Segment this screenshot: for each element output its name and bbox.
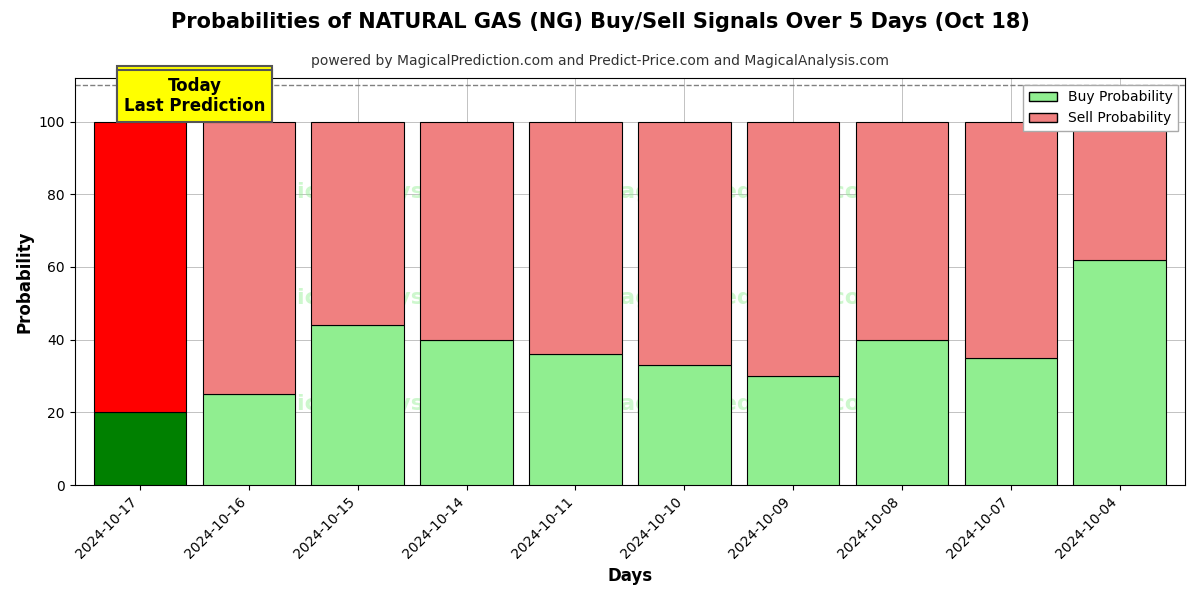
Bar <box>529 354 622 485</box>
Legend: Buy Probability, Sell Probability: Buy Probability, Sell Probability <box>1024 85 1178 131</box>
Bar <box>746 376 839 485</box>
Text: MagicalPrediction.com: MagicalPrediction.com <box>598 288 883 308</box>
Bar <box>746 122 839 376</box>
Text: MagicalPrediction.com: MagicalPrediction.com <box>598 394 883 414</box>
Bar <box>312 325 404 485</box>
Text: Today
Last Prediction: Today Last Prediction <box>124 73 265 112</box>
Bar <box>529 122 622 354</box>
Bar <box>420 340 512 485</box>
Text: MagicalAnalysis.com: MagicalAnalysis.com <box>244 182 505 202</box>
Y-axis label: Probability: Probability <box>16 230 34 333</box>
Bar <box>965 358 1057 485</box>
Bar <box>420 122 512 340</box>
Bar <box>965 122 1057 358</box>
Bar <box>1074 122 1166 260</box>
X-axis label: Days: Days <box>607 567 653 585</box>
Bar <box>94 412 186 485</box>
Bar <box>203 394 295 485</box>
Bar <box>1074 260 1166 485</box>
Text: MagicalPrediction.com: MagicalPrediction.com <box>598 182 883 202</box>
Bar <box>638 122 731 365</box>
Text: MagicalAnalysis.com: MagicalAnalysis.com <box>244 288 505 308</box>
Bar <box>856 340 948 485</box>
Text: MagicalAnalysis.com: MagicalAnalysis.com <box>244 394 505 414</box>
Bar <box>312 122 404 325</box>
Bar <box>856 122 948 340</box>
Bar <box>94 122 186 412</box>
Bar <box>638 365 731 485</box>
Bar <box>203 122 295 394</box>
Text: powered by MagicalPrediction.com and Predict-Price.com and MagicalAnalysis.com: powered by MagicalPrediction.com and Pre… <box>311 54 889 68</box>
Text: Today
Last Prediction: Today Last Prediction <box>124 77 265 115</box>
Text: Probabilities of NATURAL GAS (NG) Buy/Sell Signals Over 5 Days (Oct 18): Probabilities of NATURAL GAS (NG) Buy/Se… <box>170 12 1030 32</box>
